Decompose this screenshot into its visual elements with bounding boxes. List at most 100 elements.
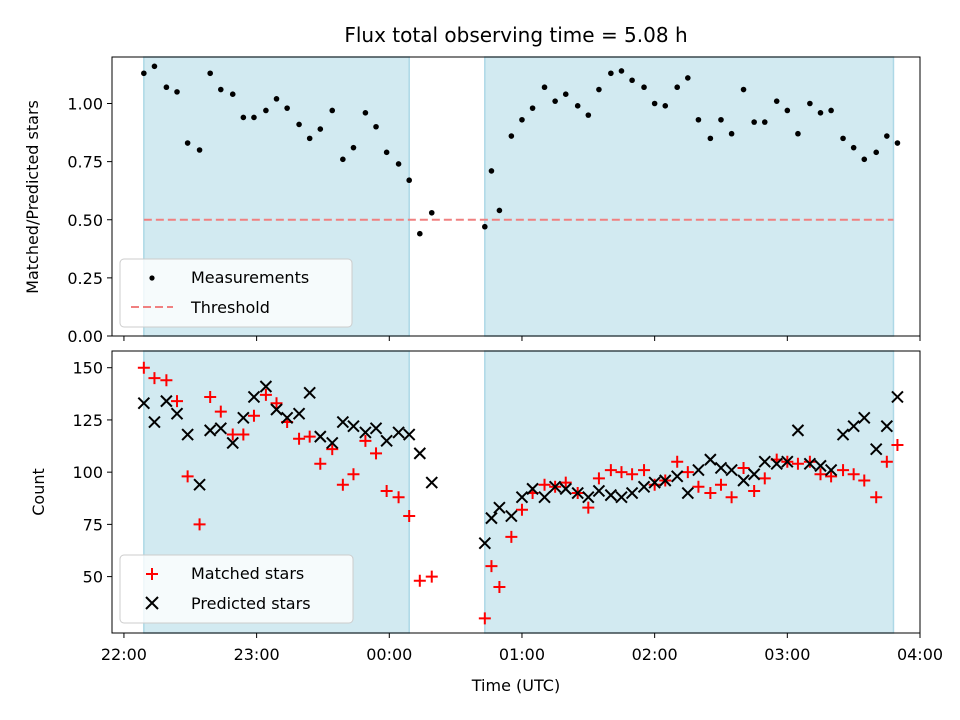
y-tick-label: 125 <box>72 411 103 430</box>
predicted-star-point <box>137 397 151 410</box>
predicted-star-point <box>858 411 871 425</box>
measurement-point <box>685 75 691 81</box>
matched-star-point <box>204 390 217 403</box>
bottom-legend-box <box>119 554 354 624</box>
matched-star-point <box>347 468 360 481</box>
matched-star-point <box>681 466 694 479</box>
top-legend: Measurements Threshold <box>119 258 353 328</box>
y-tick-label: 0.50 <box>67 211 103 230</box>
measurement-point <box>151 63 158 70</box>
measurement-point <box>795 130 801 137</box>
measurement-point <box>541 84 548 91</box>
top-y-axis-label: Matched/Predicted stars <box>23 100 42 294</box>
measurement-point <box>894 140 901 146</box>
y-tick-label: 0.25 <box>67 269 103 288</box>
measurement-point <box>585 112 592 118</box>
matched-star-point <box>891 439 904 451</box>
predicted-star-point <box>485 511 498 525</box>
measurement-point <box>406 177 412 184</box>
matched-star-point <box>380 484 393 497</box>
measurement-point <box>340 156 346 163</box>
matched-star-point <box>237 428 250 441</box>
x-tick-label: 22:00 <box>101 645 147 664</box>
x-tick-label: 02:00 <box>632 645 678 664</box>
predicted-star-point <box>326 436 339 450</box>
measurement-point <box>728 130 735 137</box>
predicted-star-point <box>824 463 838 477</box>
measurement-point <box>740 86 747 93</box>
matched-star-point <box>214 405 227 418</box>
measurement-point <box>761 119 768 125</box>
measurement-points <box>141 63 901 237</box>
predicted-star-point <box>515 491 529 504</box>
measurement-point <box>229 91 236 97</box>
predicted-star-point <box>692 463 705 477</box>
x-tick-label: 23:00 <box>234 645 280 664</box>
legend-threshold-label: Threshold <box>190 298 270 317</box>
chart-title: Flux total observing time = 5.08 h <box>344 23 687 47</box>
matched-star-point <box>226 428 239 441</box>
matched-star-point <box>748 484 761 497</box>
measurement-point <box>873 149 880 156</box>
predicted-star-point <box>870 442 883 456</box>
predicted-star-point <box>303 386 316 399</box>
predicted-star-point <box>847 419 860 433</box>
measurement-point <box>428 209 435 216</box>
predicted-star-point <box>203 424 217 437</box>
measurement-point <box>707 135 714 142</box>
predicted-star-point <box>770 457 783 471</box>
legend-predicted-label: Predicted stars <box>191 594 311 613</box>
measurement-point <box>884 133 890 139</box>
measurement-point <box>850 144 857 151</box>
matched-star-point <box>758 472 771 485</box>
matched-star-point <box>559 476 572 489</box>
measurement-point <box>240 114 247 121</box>
predicted-star-point <box>425 476 438 489</box>
matched-star-point <box>160 374 173 387</box>
measurement-point <box>784 107 791 114</box>
predicted-star-point <box>582 491 595 504</box>
measurement-point <box>174 89 180 95</box>
measurement-point <box>196 147 203 153</box>
measurement-point <box>417 230 423 237</box>
predicted-star-point <box>559 482 572 496</box>
predicted-star-point <box>380 434 393 448</box>
predicted-star-point <box>880 419 894 433</box>
measurement-point <box>317 126 324 132</box>
predicted-star-point <box>704 453 717 466</box>
matched-star-point <box>303 430 316 443</box>
predicted-star-point <box>413 447 427 460</box>
measurement-point <box>651 100 658 107</box>
measurement-point <box>251 114 257 121</box>
matched-star-point <box>171 395 184 408</box>
measurement-point <box>508 133 515 139</box>
predicted-star-point <box>781 455 794 468</box>
matched-star-point <box>704 487 717 500</box>
top-panel: 0.00 0.25 0.50 0.75 1.00 Matched/Predicted s… <box>23 56 921 346</box>
measurement-point <box>383 149 390 156</box>
bottom-panel: 50 75 100 125 150 22:00 23:00 00:00 01:00 02:00 0… <box>29 350 943 695</box>
measurement-point <box>695 116 702 123</box>
measurement-point <box>596 86 602 93</box>
matched-star-point <box>870 491 883 504</box>
measurement-point <box>273 96 280 102</box>
x-tick-label: 01:00 <box>499 645 545 664</box>
predicted-star-point <box>270 403 283 416</box>
measurement-point <box>629 77 635 84</box>
matched-star-point <box>478 612 491 625</box>
predicted-star-point <box>592 484 606 498</box>
measurement-point <box>817 110 824 116</box>
matched-star-point <box>336 478 349 491</box>
predicted-star-point <box>314 430 327 443</box>
matched-star-point <box>293 432 306 445</box>
predicted-star-point <box>637 480 651 493</box>
matched-star-point <box>538 478 551 491</box>
bottom-y-axis-label: Count <box>29 468 48 516</box>
matched-star-point <box>247 409 260 422</box>
predicted-star-point <box>493 501 506 514</box>
predicted-star-point <box>478 536 492 550</box>
predicted-star-point <box>791 424 805 437</box>
predicted-star-point <box>615 491 628 504</box>
bottom-legend: Matched stars Predicted stars <box>119 554 354 624</box>
top-legend-box <box>119 258 353 328</box>
